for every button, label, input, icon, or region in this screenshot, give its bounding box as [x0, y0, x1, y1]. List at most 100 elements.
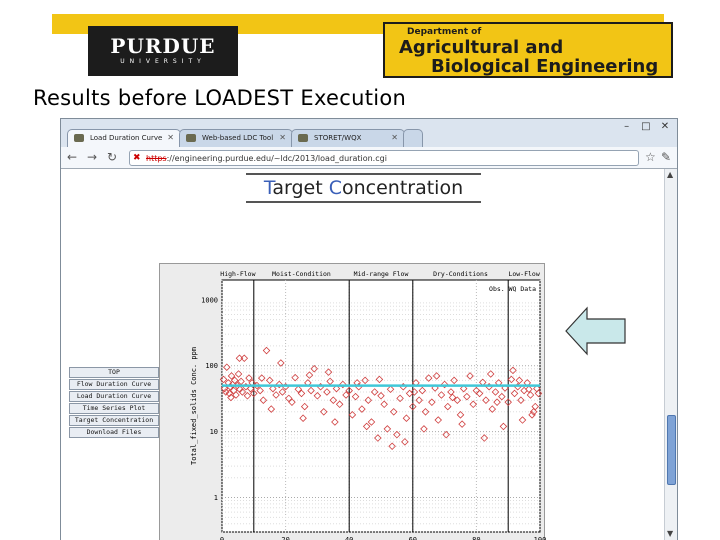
data-point — [507, 375, 516, 384]
data-point — [401, 438, 409, 446]
nav-time-series-plot[interactable]: Time Series Plot — [69, 403, 159, 414]
data-point — [227, 393, 235, 402]
data-point — [410, 388, 419, 396]
data-point — [256, 386, 264, 395]
new-tab-button[interactable] — [403, 129, 423, 147]
tab-close-icon[interactable]: ✕ — [167, 133, 174, 142]
data-point — [364, 396, 373, 404]
data-point — [319, 408, 328, 416]
minimize-icon[interactable]: – — [624, 121, 630, 132]
x-tick-label: 40 — [345, 536, 353, 540]
reload-icon[interactable]: ↻ — [107, 150, 118, 164]
data-point — [235, 354, 244, 362]
y-tick-label: 10 — [210, 428, 218, 436]
nav-top[interactable]: TOP — [69, 367, 159, 378]
data-point — [418, 386, 427, 395]
tab-web-ldc-tool[interactable]: Web-based LDC Tool ✕ — [179, 129, 293, 147]
scroll-up-icon[interactable]: ▲ — [667, 170, 674, 179]
data-point — [475, 389, 484, 398]
back-arrow-icon[interactable]: ← — [67, 150, 78, 164]
data-point — [480, 434, 489, 442]
data-point — [459, 384, 468, 393]
data-point — [428, 398, 436, 406]
y-axis-label: Total_fixed_solids Conc. ppm — [190, 347, 198, 465]
data-point — [386, 385, 395, 394]
plot-area — [221, 279, 541, 533]
abe-logo-line2: Biological Engineering — [431, 56, 659, 77]
url-path: ://engineering.purdue.edu/~ldc/2013/load… — [166, 154, 387, 163]
data-point — [272, 391, 280, 399]
data-point — [232, 391, 240, 399]
data-point — [297, 389, 306, 398]
abe-logo-line1: Agricultural and — [399, 37, 564, 58]
legend-label: Obs. WQ Data — [489, 285, 536, 293]
heading-part: C — [328, 177, 342, 199]
data-point — [225, 389, 234, 398]
data-point — [265, 376, 274, 385]
page-favicon-icon — [74, 134, 84, 142]
data-point — [361, 376, 369, 385]
data-point — [375, 375, 384, 384]
data-point — [367, 418, 376, 426]
abe-department-logo: Department of Agricultural and Biologica… — [383, 22, 673, 78]
close-window-icon[interactable]: ✕ — [660, 121, 670, 132]
data-point — [510, 389, 519, 398]
data-point — [488, 405, 497, 413]
nav-flow-duration-curve[interactable]: Flow Duration Curve — [69, 379, 159, 390]
data-point — [310, 364, 318, 373]
x-tick-label: 0 — [220, 536, 224, 540]
address-bar[interactable]: ✖ https://engineering.purdue.edu/~ldc/20… — [129, 150, 639, 166]
data-point — [434, 416, 443, 424]
y-tick-label: 100 — [205, 362, 218, 370]
data-point — [275, 380, 284, 389]
data-point — [291, 373, 299, 382]
data-point — [437, 391, 446, 399]
data-point — [324, 368, 333, 376]
maximize-icon[interactable]: □ — [641, 121, 651, 132]
vertical-scrollbar[interactable]: ▲ ▼ — [664, 169, 677, 540]
data-point — [447, 388, 455, 396]
tab-storet-wqx[interactable]: STORET/WQX ✕ — [291, 129, 405, 147]
data-point — [504, 398, 512, 406]
data-point — [267, 405, 276, 413]
page-favicon-icon — [186, 134, 196, 142]
forward-arrow-icon[interactable]: → — [87, 150, 98, 164]
scrollbar-thumb[interactable] — [667, 415, 676, 485]
wrench-icon[interactable]: ✎ — [661, 150, 672, 164]
browser-window: Load Duration Curve ✕ Web-based LDC Tool… — [60, 118, 678, 540]
data-point — [259, 396, 268, 404]
zone-label: Moist-Condition — [272, 270, 331, 278]
data-point — [383, 425, 392, 433]
data-point — [442, 430, 450, 439]
data-point — [491, 388, 500, 396]
data-point — [300, 402, 309, 411]
tab-close-icon[interactable]: ✕ — [391, 133, 398, 142]
data-point — [396, 394, 404, 403]
x-tick-label: 20 — [281, 536, 289, 540]
page-favicon-icon — [298, 134, 308, 142]
data-point — [245, 374, 253, 382]
tab-load-duration-curve[interactable]: Load Duration Curve ✕ — [67, 129, 181, 147]
nav-target-concentration[interactable]: Target Concentration — [69, 415, 159, 426]
purdue-logo: PURDUE UNIVERSITY — [88, 26, 238, 76]
x-tick-label: 100 — [534, 536, 546, 540]
data-point — [388, 442, 396, 451]
y-tick-label: 1000 — [201, 296, 218, 304]
data-point — [415, 396, 423, 404]
window-controls: – □ ✕ — [619, 121, 673, 132]
nav-load-duration-curve[interactable]: Load Duration Curve — [69, 391, 159, 402]
data-point — [431, 384, 439, 392]
data-point — [529, 408, 538, 416]
data-point — [339, 380, 347, 389]
arrow-shape — [565, 306, 626, 356]
data-point — [269, 384, 277, 393]
data-point — [307, 386, 315, 395]
data-point — [518, 416, 527, 424]
data-point — [432, 372, 441, 380]
tab-close-icon[interactable]: ✕ — [279, 133, 286, 142]
data-point — [499, 422, 508, 431]
nav-download-files[interactable]: Download Files — [69, 427, 159, 438]
scroll-down-icon[interactable]: ▼ — [667, 529, 674, 538]
data-point — [313, 392, 322, 400]
star-icon[interactable]: ☆ — [645, 150, 656, 164]
